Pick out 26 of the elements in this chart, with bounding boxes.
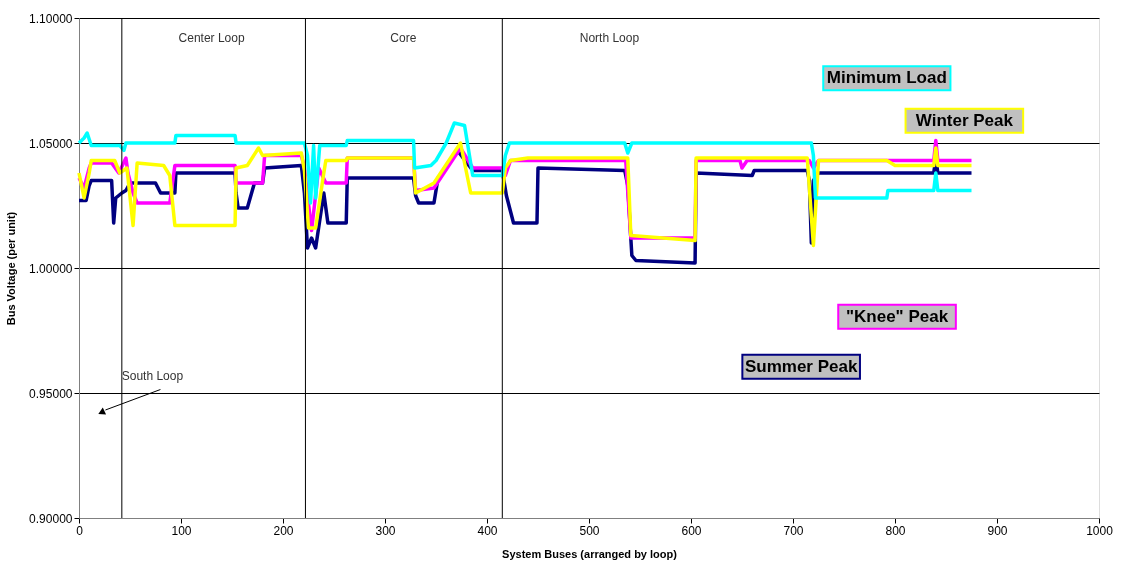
- annotation: North Loop: [579, 31, 640, 45]
- series-label: Winter Peak: [915, 110, 1014, 130]
- text: Summer Peak: [744, 356, 858, 376]
- y-axis-title: Bus Voltage (per unit): [5, 211, 18, 326]
- annotation: Center Loop: [178, 31, 245, 45]
- annotation: Core: [390, 31, 417, 45]
- x-tick-label: 300: [375, 523, 396, 538]
- x-tick-label: 600: [681, 523, 702, 538]
- y-tick-label: 0.95000: [29, 386, 73, 401]
- annotation: South Loop: [121, 368, 184, 383]
- x-tick-label: 400: [477, 523, 498, 538]
- text: "Knee" Peak: [845, 306, 949, 326]
- x-tick-label: 100: [171, 523, 192, 538]
- y-tick-label: 1.10000: [29, 11, 73, 26]
- x-tick-label: 0: [76, 523, 84, 538]
- x-tick-label: 800: [885, 523, 906, 538]
- y-tick-label: 1.05000: [29, 136, 73, 151]
- y-tick-label: 1.00000: [29, 261, 73, 276]
- x-tick-label: 1000: [1086, 523, 1114, 538]
- x-tick-label: 900: [987, 523, 1008, 538]
- x-tick-label: 700: [783, 523, 804, 538]
- x-tick-label: 200: [273, 523, 294, 538]
- y-tick-label: 0.90000: [29, 511, 73, 526]
- text: Minimum Load: [826, 68, 947, 88]
- x-tick-label: 500: [579, 523, 600, 538]
- x-axis-title: System Buses (arranged by loop): [502, 547, 678, 560]
